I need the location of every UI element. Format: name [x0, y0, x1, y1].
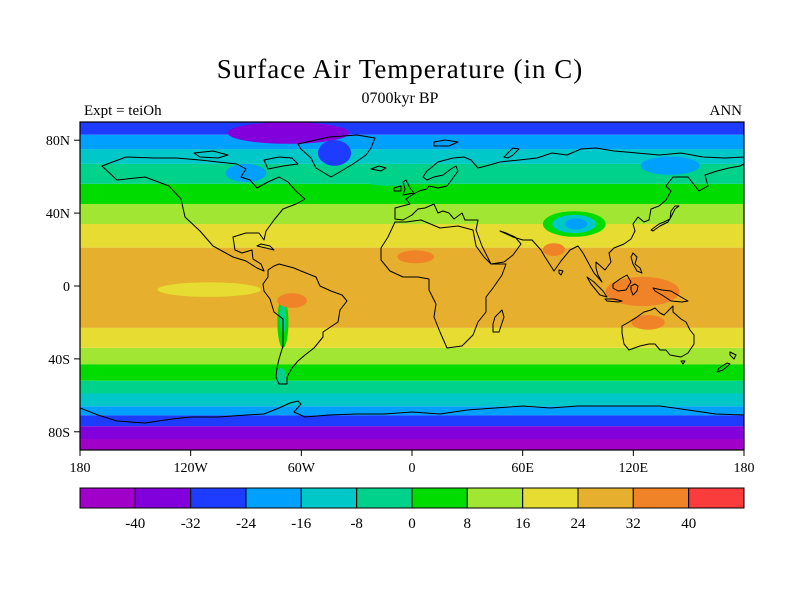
svg-text:40N: 40N — [46, 207, 70, 222]
coastline-iceland — [370, 165, 387, 172]
svg-text:120W: 120W — [174, 461, 209, 476]
experiment-label: Expt = teiOh — [84, 103, 162, 119]
axis-ticks-and-labels: 180 120W 60W 0 60E 120E 180 80N 40N 0 40S 80S — [46, 134, 755, 476]
svg-text:180: 180 — [70, 461, 91, 476]
coastline-svalbard — [433, 139, 459, 147]
coastline-africa — [380, 219, 507, 349]
coastlines — [80, 134, 744, 424]
svg-text:24: 24 — [571, 516, 587, 532]
coastline-sri-lanka — [558, 269, 564, 276]
svg-text:40S: 40S — [48, 353, 70, 368]
figure-subtitle: 0700kyr BP — [361, 90, 439, 107]
svg-text:-8: -8 — [350, 516, 363, 532]
svg-text:60W: 60W — [288, 461, 316, 476]
svg-text:-32: -32 — [181, 516, 201, 532]
coastline-eurasia — [394, 147, 744, 283]
figure-title: Surface Air Temperature (in C) — [216, 54, 584, 84]
coastline-borneo — [612, 274, 632, 292]
svg-text:80S: 80S — [48, 426, 70, 441]
coastline-new-zealand-north — [729, 351, 737, 360]
temperature-field — [80, 122, 744, 450]
coastline-victoria-island — [193, 150, 229, 159]
colorbar: -40 -32 -24 -16 -8 0 8 16 24 32 40 — [79, 487, 745, 532]
svg-text:120E: 120E — [619, 461, 649, 476]
svg-text:0: 0 — [408, 516, 416, 532]
map-area — [80, 122, 744, 450]
coastline-baffin-island — [263, 156, 299, 170]
coastline-south-america — [262, 263, 348, 385]
svg-text:180: 180 — [734, 461, 755, 476]
svg-text:60E: 60E — [511, 461, 534, 476]
svg-text:80N: 80N — [46, 134, 70, 149]
svg-text:0: 0 — [63, 280, 70, 295]
coastline-tasmania — [680, 360, 686, 365]
coastline-madagascar — [492, 309, 505, 333]
coastline-new-zealand-south — [716, 362, 731, 373]
svg-text:32: 32 — [626, 516, 641, 532]
coastline-philippines — [630, 252, 643, 274]
coastline-japan — [650, 205, 680, 232]
coastline-cuba — [256, 243, 275, 251]
svg-text:16: 16 — [515, 516, 531, 532]
svg-text:-16: -16 — [291, 516, 311, 532]
coastline-antarctica — [80, 400, 744, 424]
svg-text:40: 40 — [681, 516, 696, 532]
coastline-sumatra — [586, 276, 608, 298]
svg-text:-24: -24 — [236, 516, 256, 532]
coastline-java — [604, 298, 623, 303]
coastline-australia — [621, 305, 695, 358]
svg-text:-40: -40 — [125, 516, 145, 532]
season-label: ANN — [709, 103, 743, 119]
coastline-new-guinea — [652, 287, 689, 303]
coastline-britain — [402, 179, 415, 196]
svg-text:8: 8 — [464, 516, 472, 532]
coastline-greenland — [297, 134, 376, 178]
coastline-ireland — [393, 185, 402, 192]
svg-text:0: 0 — [409, 461, 416, 476]
coastline-sulawesi — [630, 283, 639, 296]
coastline-novaya-zemlya — [503, 147, 520, 159]
coastline-north-america — [101, 156, 306, 272]
